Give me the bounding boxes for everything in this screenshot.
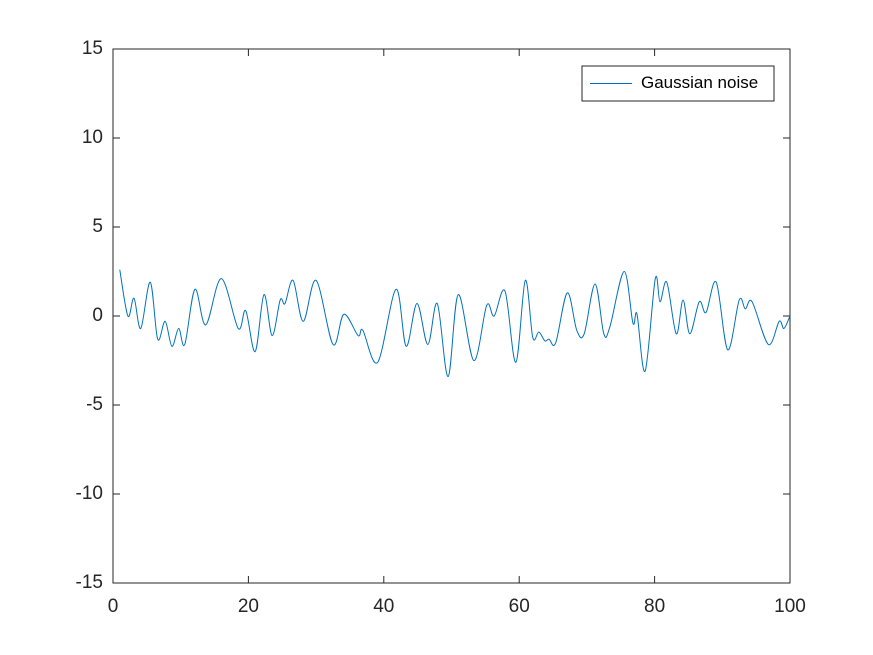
y-tick-label: -5 — [86, 394, 103, 415]
x-tick-label: 80 — [644, 596, 665, 617]
legend-label: Gaussian noise — [641, 73, 758, 92]
x-tick-label: 0 — [108, 596, 119, 617]
y-tick-label: 0 — [92, 305, 103, 326]
y-tick-label: -10 — [76, 483, 103, 504]
y-tick-label: 15 — [82, 38, 103, 59]
x-tick-label: 20 — [238, 596, 259, 617]
y-tick-label: -15 — [76, 572, 103, 593]
x-tick-label: 60 — [509, 596, 530, 617]
y-tick-label: 5 — [92, 216, 103, 237]
x-tick-label: 40 — [373, 596, 394, 617]
y-tick-label: 10 — [82, 127, 103, 148]
plot-area — [112, 48, 791, 584]
x-tick-label: 100 — [774, 596, 806, 617]
data-line — [119, 269, 791, 378]
